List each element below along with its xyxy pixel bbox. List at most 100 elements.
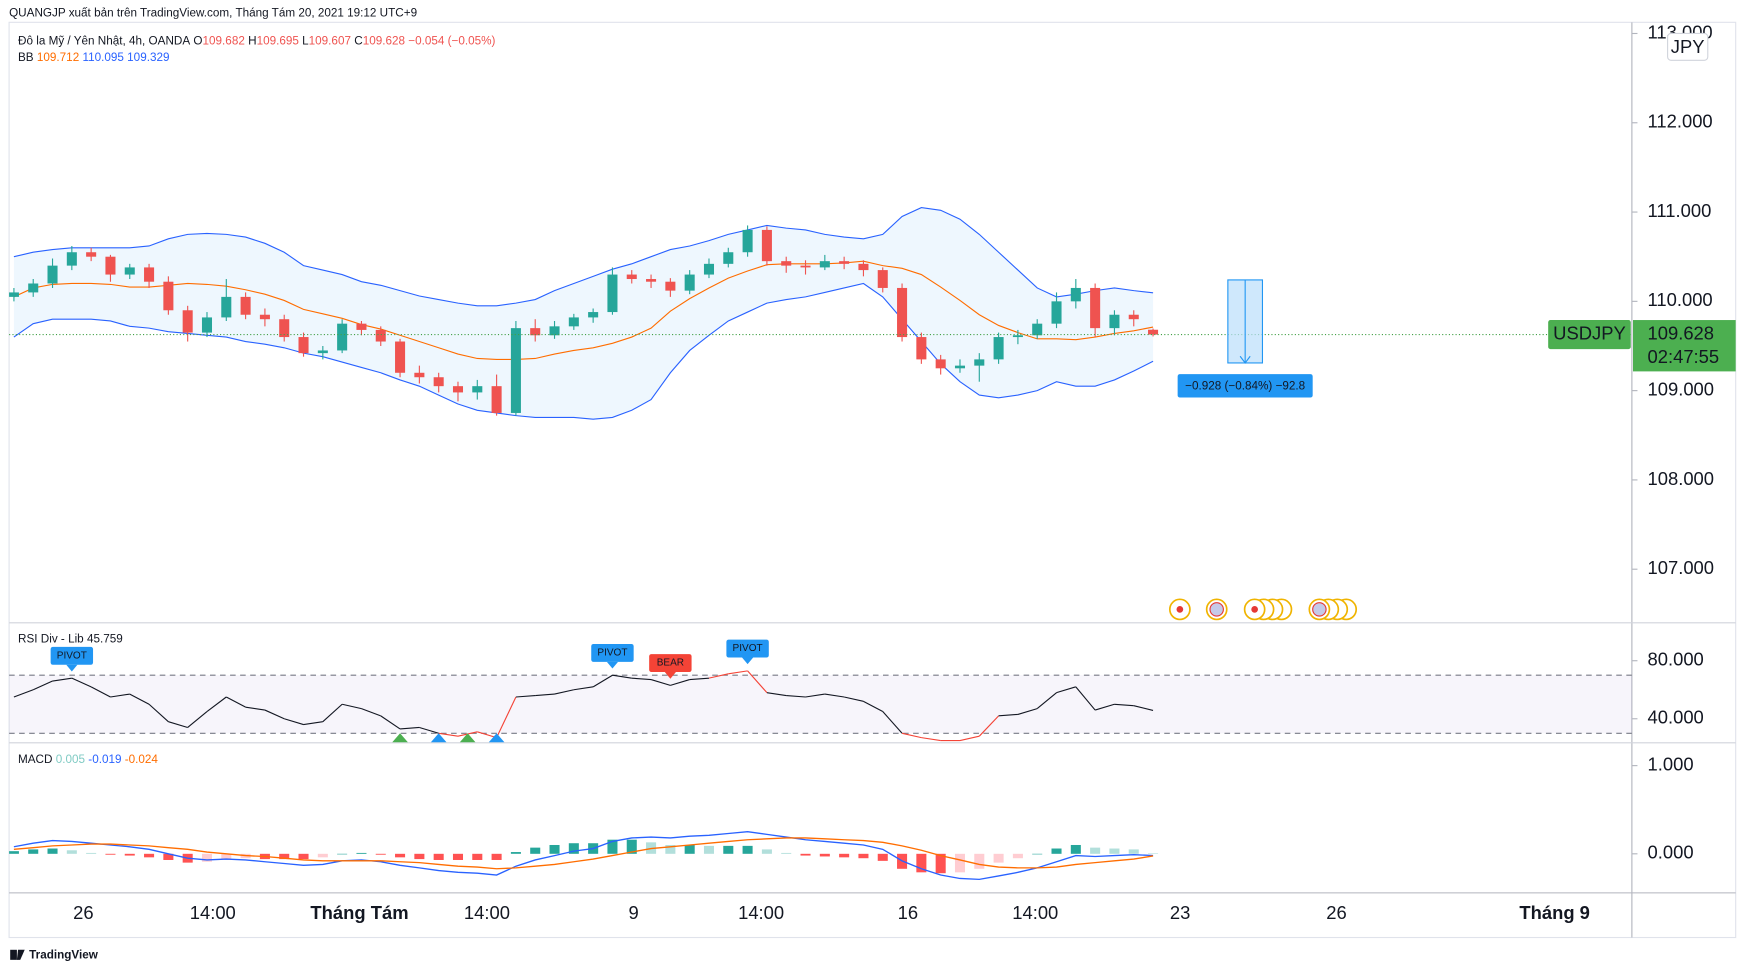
rsi-segment (419, 726, 439, 734)
candle-body (9, 292, 19, 297)
annotation-label: PIVOT (57, 650, 87, 661)
y-tick-label: 110.000 (1648, 289, 1713, 310)
candle-body (144, 267, 155, 282)
macd-line (13, 831, 1154, 881)
y-tick-label: 109.000 (1648, 378, 1715, 399)
candle-body (221, 296, 232, 318)
rsi-segment (921, 737, 941, 742)
rsi-segment (187, 711, 208, 728)
candle-body (163, 281, 174, 311)
rsi-segment (1114, 703, 1134, 707)
macd-histogram-bar (626, 839, 637, 854)
x-tick-label: 14:00 (1012, 902, 1058, 923)
price-pane: −0.928 (−0.84%) −92.8 (9, 207, 1632, 420)
x-tick-label: Tháng 9 (1519, 902, 1590, 923)
candle-body (935, 359, 946, 369)
annotation-label: PIVOT (733, 643, 763, 654)
price-box (1633, 320, 1736, 372)
macd-histogram-bar (9, 851, 19, 854)
h-letter: H (248, 34, 256, 47)
macd-histogram-bar (839, 853, 850, 858)
macd-histogram-bar (858, 853, 869, 859)
candle-body (395, 341, 406, 373)
macd-histogram-bar (1148, 853, 1159, 854)
macd-histogram-bar (491, 853, 502, 860)
symbol-title: Đô la Mỹ / Yên Nhật, 4h, OANDA (18, 34, 190, 47)
y-tick-label: 1.000 (1648, 753, 1694, 774)
candle-body (124, 267, 135, 275)
macd-histogram-bar (1032, 853, 1043, 855)
y-tick-label: 0.000 (1648, 842, 1694, 863)
macd-histogram-bar (530, 847, 541, 854)
rsi-annotation: PIVOT (50, 646, 94, 672)
rsi-annotation: PIVOT (726, 639, 769, 665)
rsi-segment (786, 694, 806, 698)
bb-fill (13, 207, 1154, 420)
macd-histogram-bar (472, 853, 483, 860)
annotation-box (726, 639, 769, 658)
candle-body (819, 261, 830, 268)
bb-upper-value: 110.095 (82, 51, 124, 64)
rsi-segment (496, 696, 517, 738)
rsi-segment (959, 735, 980, 742)
l-letter: L (302, 34, 309, 47)
macd-histogram-bar (607, 839, 618, 854)
rsi-segment (90, 686, 111, 698)
macd-histogram-bar (66, 850, 77, 854)
rsi-title: RSI Div - Lib (18, 633, 84, 646)
rsi-annotation: PIVOT (591, 643, 634, 669)
candle-body (1051, 301, 1062, 324)
candle-body (742, 229, 753, 253)
macd-histogram-bar (916, 853, 927, 873)
frame (8, 21, 1737, 939)
legend-ohlc: Đô la Mỹ / Yên Nhật, 4h, OANDA O109.682 … (18, 34, 496, 47)
macd-histogram-bar (86, 852, 97, 854)
candle-body (646, 279, 657, 282)
macd-histogram-bar (665, 844, 676, 854)
macd-histogram-bar (819, 853, 830, 857)
rsi-segment (322, 703, 343, 723)
currency[interactable]: JPY (1671, 36, 1705, 57)
y-tick-label: 108.000 (1648, 468, 1715, 489)
currency-box[interactable] (1667, 32, 1709, 61)
candle-body (317, 350, 328, 354)
rsi-segment (844, 696, 864, 702)
annotation-box (591, 643, 634, 662)
rsi-pane (9, 670, 1632, 742)
rsi-segment (110, 693, 130, 698)
rsi-segment (303, 721, 323, 726)
legend-macd: MACD 0.005 -0.019 -0.024 (18, 753, 158, 766)
candle-body (781, 261, 792, 266)
x-tick-label: Tháng Tám (310, 902, 408, 923)
candle-body (298, 337, 309, 354)
rsi-segment (342, 703, 362, 710)
macd-histogram-bar (298, 853, 309, 860)
macd-histogram-bar (935, 853, 946, 874)
macd-histogram-bar (414, 853, 425, 860)
macd-histogram-bar (723, 845, 734, 854)
low-value: 109.607 (309, 34, 351, 47)
macd-histogram-bar (1070, 844, 1081, 854)
macd-histogram-bar (1109, 848, 1120, 854)
candle-body (839, 261, 850, 264)
macd-histogram-bar (163, 853, 174, 860)
rsi-segment (32, 680, 53, 691)
candle-body (510, 328, 521, 413)
symbol-box (1548, 320, 1631, 350)
candle-body (1148, 329, 1159, 335)
macd-histogram-bar (781, 852, 792, 854)
price-label: 109.628 (1648, 322, 1715, 343)
measure-arrowhead (1239, 355, 1251, 364)
candle-body (916, 337, 927, 360)
macd-histogram-bar (954, 853, 966, 873)
o-letter: O (193, 34, 202, 47)
x-tick-label: 26 (1326, 902, 1346, 923)
c-letter: C (354, 34, 362, 47)
candle-body (28, 283, 39, 293)
candle-body (549, 326, 560, 336)
annotation-label: PIVOT (597, 648, 627, 659)
x-tick-label: 26 (73, 902, 93, 923)
x-tick-label: 14:00 (464, 902, 510, 923)
candle-body (954, 365, 966, 369)
